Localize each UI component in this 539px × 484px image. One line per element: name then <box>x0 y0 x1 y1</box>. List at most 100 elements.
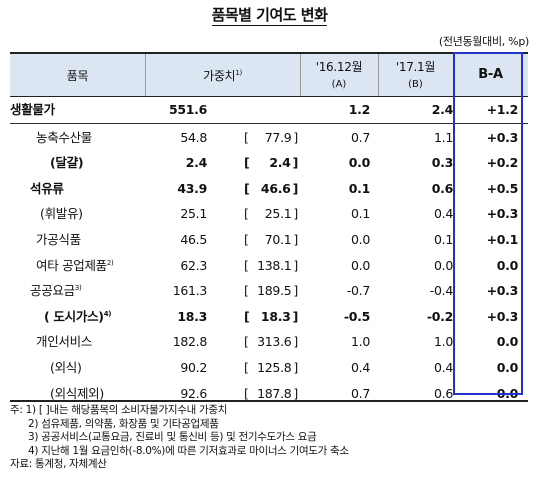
row-bracket-open: [ <box>244 232 249 247</box>
table-row: ( 도시가스)4) 18.3 [18.3] -0.5 -0.2 +0.3 <box>10 304 528 330</box>
row-bracket-weight: 138.1] <box>257 257 298 273</box>
source-note: 자료: 통계청, 자체계산 <box>10 458 107 470</box>
row-name: (외식제외) <box>50 385 104 401</box>
row-name: 생활물가 <box>10 102 55 117</box>
unit-label: (전년동월대비, %p) <box>438 35 529 48</box>
row-weight: 25.1 <box>180 206 207 222</box>
table-row: 공공요금3) 161.3 [189.5] -0.7 -0.4 +0.3 <box>10 278 528 304</box>
row-bracket-open: [ <box>244 155 250 171</box>
table-row: 석유류 43.9 [46.6] 0.1 0.6 +0.5 <box>10 176 528 202</box>
row-value-ba: +0.3 <box>486 308 519 324</box>
header-col-b: '17.1월 <box>395 60 436 74</box>
row-value-a: 1.0 <box>351 334 370 350</box>
row-value-ba: 0.0 <box>496 360 519 375</box>
row-value-a: 0.1 <box>351 206 370 222</box>
row-name: (달걀) <box>50 155 84 171</box>
row-bracket-weight: 46.6] <box>260 180 298 196</box>
row-name: 공공요금3) <box>30 283 82 299</box>
header-item: 품목 <box>66 69 89 83</box>
row-bracket-weight: 2.4] <box>269 155 298 171</box>
row-weight: 43.9 <box>177 180 207 196</box>
footnote-4: 4) 지난해 1월 요금인하(-8.0%)에 따른 기저효과로 마이너스 기여도… <box>28 444 349 457</box>
row-value-ba: +0.5 <box>486 180 519 196</box>
row-name: 농축수산물 <box>36 129 93 145</box>
row-bracket-open: [ <box>244 180 250 196</box>
row-value-a: 0.7 <box>351 129 370 145</box>
ba-highlight-box <box>453 52 523 395</box>
row-value-b: -0.2 <box>426 308 453 324</box>
row-value-ba: +1.2 <box>486 102 519 117</box>
row-bracket-weight: 313.6] <box>257 334 298 350</box>
row-bracket-open: [ <box>244 129 249 145</box>
row-weight: 161.3 <box>172 283 208 299</box>
row-bracket-open: [ <box>244 385 249 401</box>
row-value-a: 0.1 <box>348 180 371 196</box>
row-value-b: 0.1 <box>434 232 453 247</box>
row-value-b: -0.4 <box>429 283 454 299</box>
row-value-b: 0.4 <box>434 360 453 375</box>
table-row: 여타 공업제품2) 62.3 [138.1] 0.0 0.0 0.0 <box>10 253 528 279</box>
row-value-ba: +0.1 <box>486 232 519 247</box>
row-weight: 18.3 <box>177 308 207 324</box>
row-name: 개인서비스 <box>36 334 93 350</box>
row-weight: 54.8 <box>180 129 207 145</box>
row-value-a: 0.0 <box>351 232 370 247</box>
footnote-2: 2) 섬유제품, 의약품, 화장품 및 기타공업제품 <box>28 417 219 430</box>
table-row: 가공식품 46.5 [70.1] 0.0 0.1 +0.1 <box>10 227 528 253</box>
row-weight: 2.4 <box>185 155 208 171</box>
row-name: 석유류 <box>30 180 64 196</box>
row-value-ba: 0.0 <box>496 334 519 350</box>
row-value-ba: +0.3 <box>486 206 519 222</box>
row-value-b: 1.1 <box>434 129 453 145</box>
row-weight: 182.8 <box>172 334 208 350</box>
row-bracket-weight: 125.8] <box>257 360 298 375</box>
row-name: 여타 공업제품2) <box>36 257 114 273</box>
header-weight: 가중치1) <box>203 69 242 83</box>
row-bracket-open: [ <box>244 283 249 299</box>
row-weight: 46.5 <box>180 232 207 247</box>
row-weight: 92.6 <box>180 385 207 401</box>
table-row: 농축수산물 54.8 [77.9] 0.7 1.1 +0.3 <box>10 125 528 151</box>
header-col-a-sub: (A) <box>331 79 347 90</box>
table-row: (외식) 90.2 [125.8] 0.4 0.4 0.0 <box>10 355 528 381</box>
row-bracket-open: [ <box>244 334 249 350</box>
row-value-a: 0.7 <box>351 385 370 401</box>
row-value-b: 0.6 <box>434 385 453 401</box>
table-row: 개인서비스 182.8 [313.6] 1.0 1.0 0.0 <box>10 329 528 355</box>
table-title: 품목별 기여도 변화 <box>211 6 328 26</box>
header-col-a: '16.12월 <box>315 60 363 74</box>
table-row: (외식제외) 92.6[187.8] 0.7 0.6 0.0 <box>10 381 528 407</box>
row-bracket-weight: 25.1] <box>264 206 298 222</box>
row-bracket-weight: 77.9] <box>264 129 298 145</box>
row-bracket-weight: 18.3] <box>260 308 298 324</box>
row-value-b: 0.3 <box>431 155 454 171</box>
table-row: (휘발유) 25.1 [25.1] 0.1 0.4 +0.3 <box>10 201 528 227</box>
row-value-b: 0.4 <box>434 206 453 222</box>
row-value-a: -0.5 <box>343 308 370 324</box>
row-weight: 551.6 <box>168 102 207 117</box>
row-value-ba: +0.3 <box>486 129 519 145</box>
header-col-b-sub: (B) <box>408 79 423 90</box>
row-name: ( 도시가스)4) <box>44 308 112 324</box>
row-bracket-weight: 187.8] <box>257 385 298 401</box>
row-value-b: 1.0 <box>434 334 453 350</box>
contribution-table: 품목 가중치1) '16.12월 (A) '17.1월 (B) B-A 생활물가… <box>10 52 528 402</box>
row-name: 가공식품 <box>36 232 81 247</box>
footnotes: 주: 1) [ ]내는 해당품목의 소비자물가지수내 가중치 2) 섬유제품, … <box>10 404 530 472</box>
table-row: (달걀) 2.4 [2.4] 0.0 0.3 +0.2 <box>10 150 528 176</box>
footnote-1: 주: 1) [ ]내는 해당품목의 소비자물가지수내 가중치 <box>10 404 228 416</box>
row-value-a: 1.2 <box>348 102 371 117</box>
row-value-b: 2.4 <box>431 102 454 117</box>
row-bracket-open: [ <box>244 206 249 222</box>
row-value-a: 0.0 <box>351 257 370 273</box>
row-value-b: 0.0 <box>434 257 453 273</box>
row-bracket-open: [ <box>244 360 249 375</box>
row-bracket-open: [ <box>244 257 249 273</box>
row-bracket-open: [ <box>244 308 250 324</box>
table-header: 품목 가중치1) '16.12월 (A) '17.1월 (B) B-A <box>10 54 528 97</box>
row-name: (외식) <box>50 360 82 375</box>
row-value-ba: +0.2 <box>486 155 519 171</box>
footnote-3: 3) 공공서비스(교통요금, 진료비 및 통신비 등) 및 전기수도가스 요금 <box>28 431 317 443</box>
row-weight: 90.2 <box>180 360 207 375</box>
row-value-a: 0.4 <box>351 360 370 375</box>
